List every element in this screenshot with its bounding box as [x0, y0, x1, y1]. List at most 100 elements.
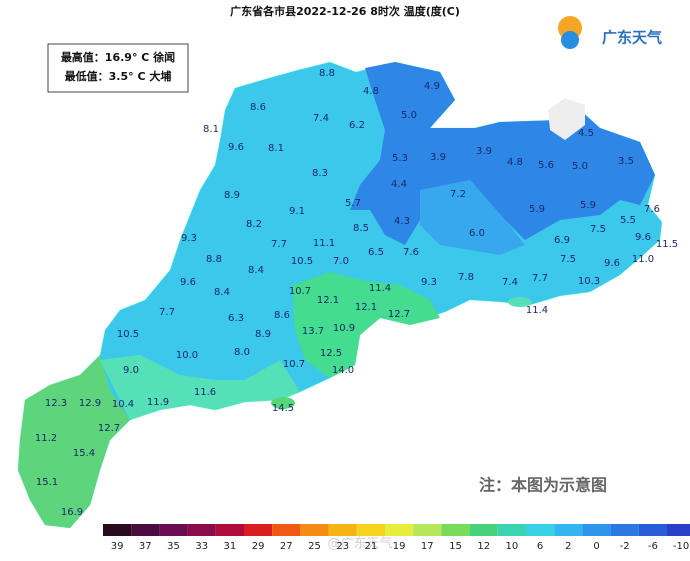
temperature-label: 6.5: [368, 247, 384, 258]
temperature-label: 6.0: [469, 228, 485, 239]
legend-swatch: [385, 524, 414, 536]
legend-label: 33: [195, 541, 208, 552]
legend-label: -10: [673, 541, 689, 552]
temperature-label: 7.8: [458, 272, 474, 283]
legend-label: -6: [648, 541, 658, 552]
legend-swatch: [638, 524, 667, 536]
temperature-label: 11.0: [632, 254, 654, 265]
legend-swatch: [328, 524, 357, 536]
temperature-label: 11.4: [526, 305, 548, 316]
temperature-label: 7.7: [532, 273, 548, 284]
temperature-label: 13.7: [302, 326, 324, 337]
legend-label: 0: [593, 541, 599, 552]
legend-label: 2: [565, 541, 571, 552]
temperature-label: 3.9: [430, 152, 446, 163]
temperature-label: 11.4: [369, 283, 391, 294]
legend-swatch: [667, 524, 690, 536]
temperature-labels: 8.8 4.8 4.9 8.6 5.0 7.4 6.2 8.1 4.5 9.6 8.1 5.3 3.9 3…: [35, 68, 678, 518]
temperature-label: 5.9: [529, 204, 545, 215]
temperature-label: 8.2: [246, 219, 262, 230]
temperature-label: 15.4: [73, 448, 95, 459]
temperature-label: 7.5: [560, 254, 576, 265]
legend-swatch: [103, 524, 132, 536]
legend-swatch: [159, 524, 188, 536]
legend-label: 23: [336, 541, 349, 552]
temperature-label: 8.5: [353, 223, 369, 234]
temperature-label: 8.0: [234, 347, 250, 358]
temperature-label: 8.9: [224, 190, 240, 201]
legend-label: -2: [620, 541, 630, 552]
temperature-label: 10.5: [291, 256, 313, 267]
temperature-label: 4.3: [394, 216, 410, 227]
info-box: [47, 43, 189, 93]
temperature-label: 4.9: [424, 81, 440, 92]
warm-zone: [292, 272, 440, 378]
temperature-label: 15.1: [36, 477, 58, 488]
temperature-label: 5.9: [580, 200, 596, 211]
temperature-label: 12.5: [320, 348, 342, 359]
legend-label: 19: [393, 541, 406, 552]
legend-swatch: [582, 524, 611, 536]
temperature-label: 8.4: [248, 265, 264, 276]
temperature-label: 6.9: [554, 235, 570, 246]
temperature-label: 9.1: [289, 206, 305, 217]
warm-zone-coast: [100, 355, 300, 420]
temperature-label: 5.5: [620, 215, 636, 226]
temperature-label: 5.7: [345, 198, 361, 209]
legend-swatch: [131, 524, 160, 536]
temperature-label: 5.3: [392, 153, 408, 164]
temperature-label: 4.5: [578, 128, 594, 139]
temperature-label: 9.3: [421, 277, 437, 288]
temperature-label: 10.3: [578, 276, 600, 287]
temperature-label: 7.6: [403, 247, 419, 258]
watermark: @广东天气: [327, 536, 392, 552]
temperature-label: 12.3: [45, 398, 67, 409]
temperature-label: 5.0: [401, 110, 417, 121]
legend-label: 21: [365, 541, 378, 552]
warm-zone-west: [18, 355, 130, 528]
legend-label: 29: [252, 541, 265, 552]
island: [271, 397, 295, 409]
legend-label: 31: [224, 541, 237, 552]
island: [508, 297, 532, 307]
temperature-label: 12.9: [79, 398, 101, 409]
temperature-label: 9.6: [635, 232, 651, 243]
temperature-label: 8.3: [312, 168, 328, 179]
temperature-label: 9.6: [604, 258, 620, 269]
temperature-label: 7.4: [502, 277, 518, 288]
temperature-label: 11.1: [313, 238, 335, 249]
temperature-label: 6.3: [228, 313, 244, 324]
legend-swatch: [441, 524, 470, 536]
temperature-label: 12.7: [388, 309, 410, 320]
logo-icon: [561, 31, 579, 49]
legend-swatch: [610, 524, 639, 536]
title: 广东省各市县2022-12-26 8时次 温度(度(C): [230, 4, 460, 18]
temperature-label: 7.4: [313, 113, 329, 124]
temperature-label: 8.1: [268, 143, 284, 154]
legend-label: 10: [506, 541, 519, 552]
temperature-label: 8.6: [250, 102, 266, 113]
temperature-label: 5.0: [572, 161, 588, 172]
legend-swatch: [413, 524, 442, 536]
temperature-label: 10.5: [117, 329, 139, 340]
temperature-label: 7.7: [271, 239, 287, 250]
temperature-label: 8.8: [319, 68, 335, 79]
legend-swatch: [215, 524, 244, 536]
temperature-label: 9.6: [180, 277, 196, 288]
neighbor: [548, 98, 585, 140]
legend-swatch: [244, 524, 273, 536]
legend-swatch: [526, 524, 555, 536]
note: 注：本图为示意图: [479, 476, 607, 495]
temperature-label: 11.5: [656, 239, 678, 250]
legend-label: 25: [308, 541, 321, 552]
temperature-label: 5.6: [538, 160, 554, 171]
temperature-label: 11.9: [147, 397, 169, 408]
temperature-label: 16.9: [61, 507, 83, 518]
temperature-label: 12.1: [317, 295, 339, 306]
legend-swatch: [300, 524, 329, 536]
temperature-label: 9.3: [181, 233, 197, 244]
legend-label: 27: [280, 541, 293, 552]
legend-label: 15: [449, 541, 462, 552]
legend: 39 37 35 33 31 29 27 25 23 21 19 17 15 12 10 6 2 0 -2 -6 -10: [103, 524, 690, 552]
